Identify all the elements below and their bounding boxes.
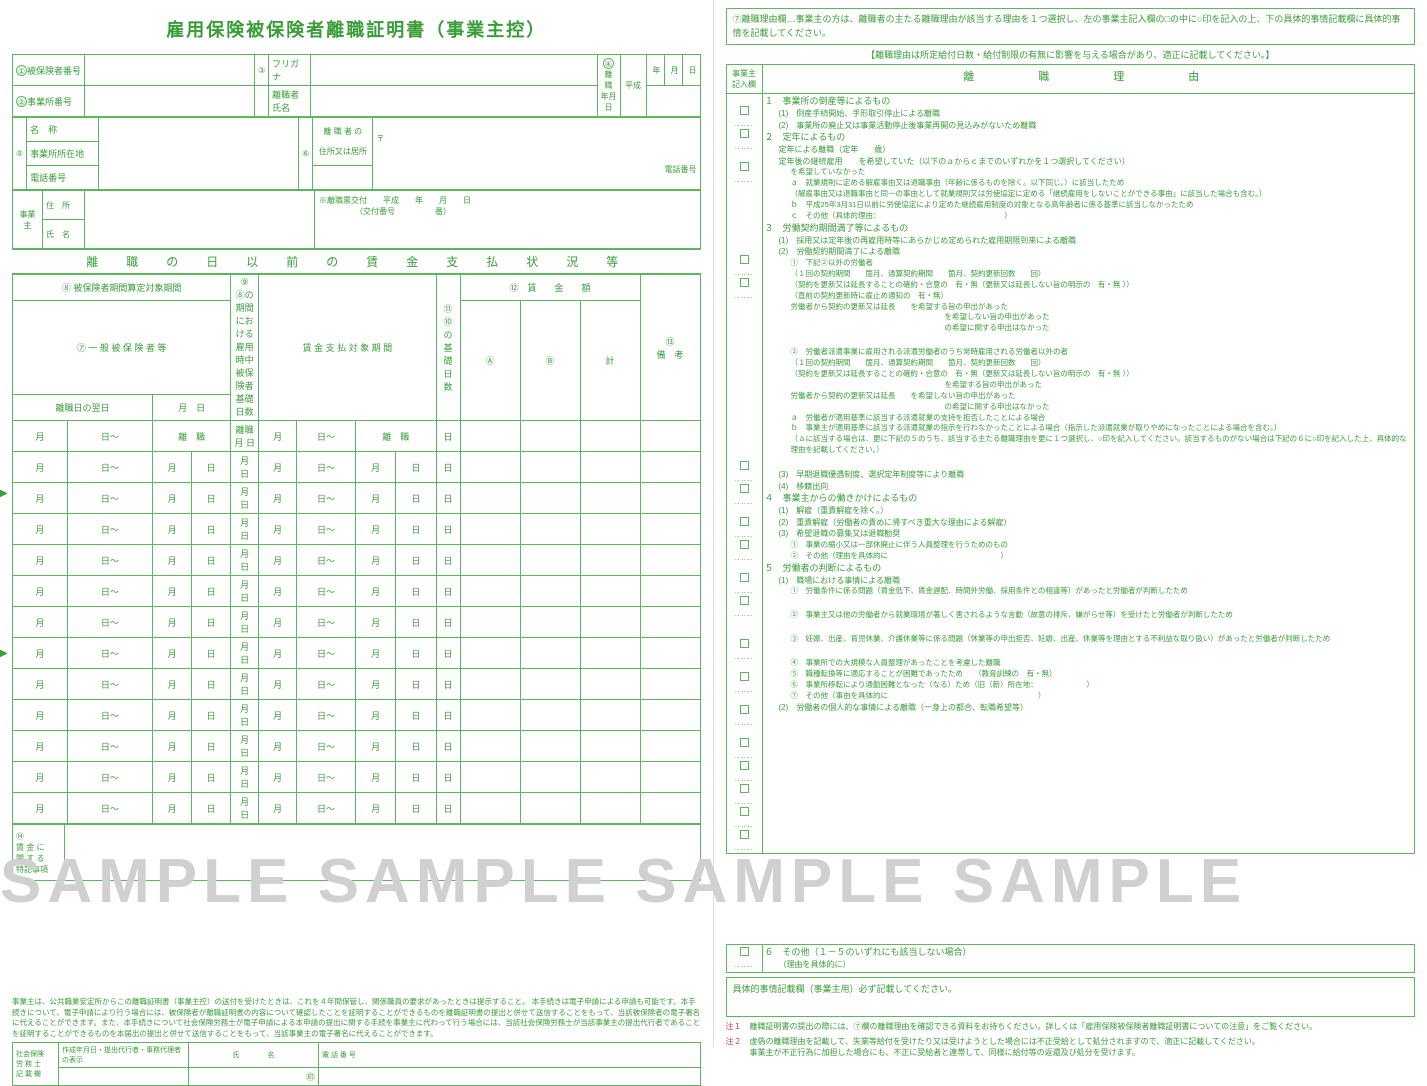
reason-6-row: ‥‥‥ ６ その他（１－５のいずれにも該当しない場合）（理由を具体的に） bbox=[726, 944, 1416, 973]
right-header-instruction: ⑦離職理由欄…事業主の方は、離職者の主たる離職理由が該当する理由を１つ選択し、左… bbox=[726, 8, 1416, 45]
two-page-form: 雇用保険被保険者離職証明書（事業主控） ①被保険者番号 ③ フリガナ ④離 職年… bbox=[0, 0, 1427, 1047]
form-title: 雇用保険被保険者離職証明書（事業主控） bbox=[12, 16, 701, 42]
reason-checkbox[interactable] bbox=[740, 672, 749, 681]
specific-circumstances-box[interactable]: 具体的事情記載欄（事業主用）必ず記載してください。 bbox=[726, 977, 1416, 1017]
triangle-marker-icon: ▶ bbox=[0, 648, 8, 659]
triangle-marker-icon: ▶ bbox=[0, 488, 8, 499]
reason-checkbox[interactable] bbox=[740, 947, 749, 956]
reason-table: 事業主記入欄 離 職 理 由 ‥‥‥ ‥‥‥ ‥‥‥ ‥‥‥ ‥‥‥ ‥‥‥ ‥… bbox=[726, 64, 1416, 854]
reason-checkbox[interactable] bbox=[740, 517, 749, 526]
note-2: 注２ 虚偽の離職理由を記載して、失業等給付を受けたり又は受けようとした場合には不… bbox=[726, 1036, 1416, 1058]
checkbox-column: ‥‥‥ ‥‥‥ ‥‥‥ ‥‥‥ ‥‥‥ ‥‥‥ ‥‥‥ ‥‥‥ ‥‥‥ bbox=[726, 94, 762, 854]
sharoushi-block: 社会保険労 務 士記 載 欄 作成年月日・提出代行者・事務代理者の表示 氏 名 … bbox=[12, 1042, 701, 1086]
label-name: 離職者氏名 bbox=[269, 86, 311, 117]
reason-checkbox[interactable] bbox=[740, 573, 749, 582]
wage-section-title: 離 職 の 日 以 前 の 賃 金 支 払 状 況 等 bbox=[12, 249, 701, 274]
reason-checkbox[interactable] bbox=[740, 738, 749, 747]
office-block: ⑤ 名 称 ⑥ 離 職 者 の住所又は居所 〒電話番号 事業所所在地 電話番号 bbox=[12, 117, 701, 190]
reason-checkbox[interactable] bbox=[740, 596, 749, 605]
right-subhead: 【離職理由は所定給付日数・給付制限の有無に影響を与える場合があり、適正に記載して… bbox=[726, 48, 1416, 61]
employer-block: 事業主 住 所 ※離職票交付 平成 年 月 日 （交付番号 番） 氏 名 bbox=[12, 190, 701, 249]
header-block: ①被保険者番号 ③ フリガナ ④離 職年月日 平成 年 月 日 ②事業所番号 離… bbox=[12, 54, 701, 117]
reason-checkbox[interactable] bbox=[740, 461, 749, 470]
remarks-block: ⑭賃 金 に 関 す る 特記事項 bbox=[12, 824, 701, 881]
reason-checkbox[interactable] bbox=[740, 278, 749, 287]
reason-checkbox[interactable] bbox=[740, 255, 749, 264]
reason-checkbox[interactable] bbox=[740, 761, 749, 770]
footnote-text: 事業主は、公共職業安定所からこの離職証明書（事業主控）の送付を受けたときは、これ… bbox=[12, 997, 701, 1039]
note-1: 注１ 離職証明書の提出の際には、⑦欄の離職理由を確認できる資料をお持ちください。… bbox=[726, 1021, 1416, 1032]
label-office-no: ②事業所番号 bbox=[13, 86, 85, 117]
reason-checkbox[interactable] bbox=[740, 807, 749, 816]
reason-checkbox[interactable] bbox=[740, 106, 749, 115]
reason-checkbox[interactable] bbox=[740, 540, 749, 549]
label-insured-no: ①被保険者番号 bbox=[13, 55, 85, 86]
wage-table: ⑧ 被保険者期間算定対象期間 ⑨⑧の期間における雇用時中被保険者基礎日数 賃 金… bbox=[12, 274, 701, 824]
reason-checkbox[interactable] bbox=[740, 784, 749, 793]
reason-checkbox[interactable] bbox=[740, 639, 749, 648]
reason-checkbox[interactable] bbox=[740, 129, 749, 138]
right-page: ⑦離職理由欄…事業主の方は、離職者の主たる離職理由が該当する理由を１つ選択し、左… bbox=[714, 0, 1427, 1047]
label-furigana: フリガナ bbox=[269, 55, 311, 86]
reason-checkbox[interactable] bbox=[740, 484, 749, 493]
left-page: 雇用保険被保険者離職証明書（事業主控） ①被保険者番号 ③ フリガナ ④離 職年… bbox=[0, 0, 714, 1047]
reason-checkbox[interactable] bbox=[740, 830, 749, 839]
reason-checkbox[interactable] bbox=[740, 705, 749, 714]
reason-body: １ 事業所の倒産等によるもの (1) 倒産手続開始、手形取引停止による離職 (2… bbox=[762, 94, 1415, 854]
reason-checkbox[interactable] bbox=[740, 162, 749, 171]
